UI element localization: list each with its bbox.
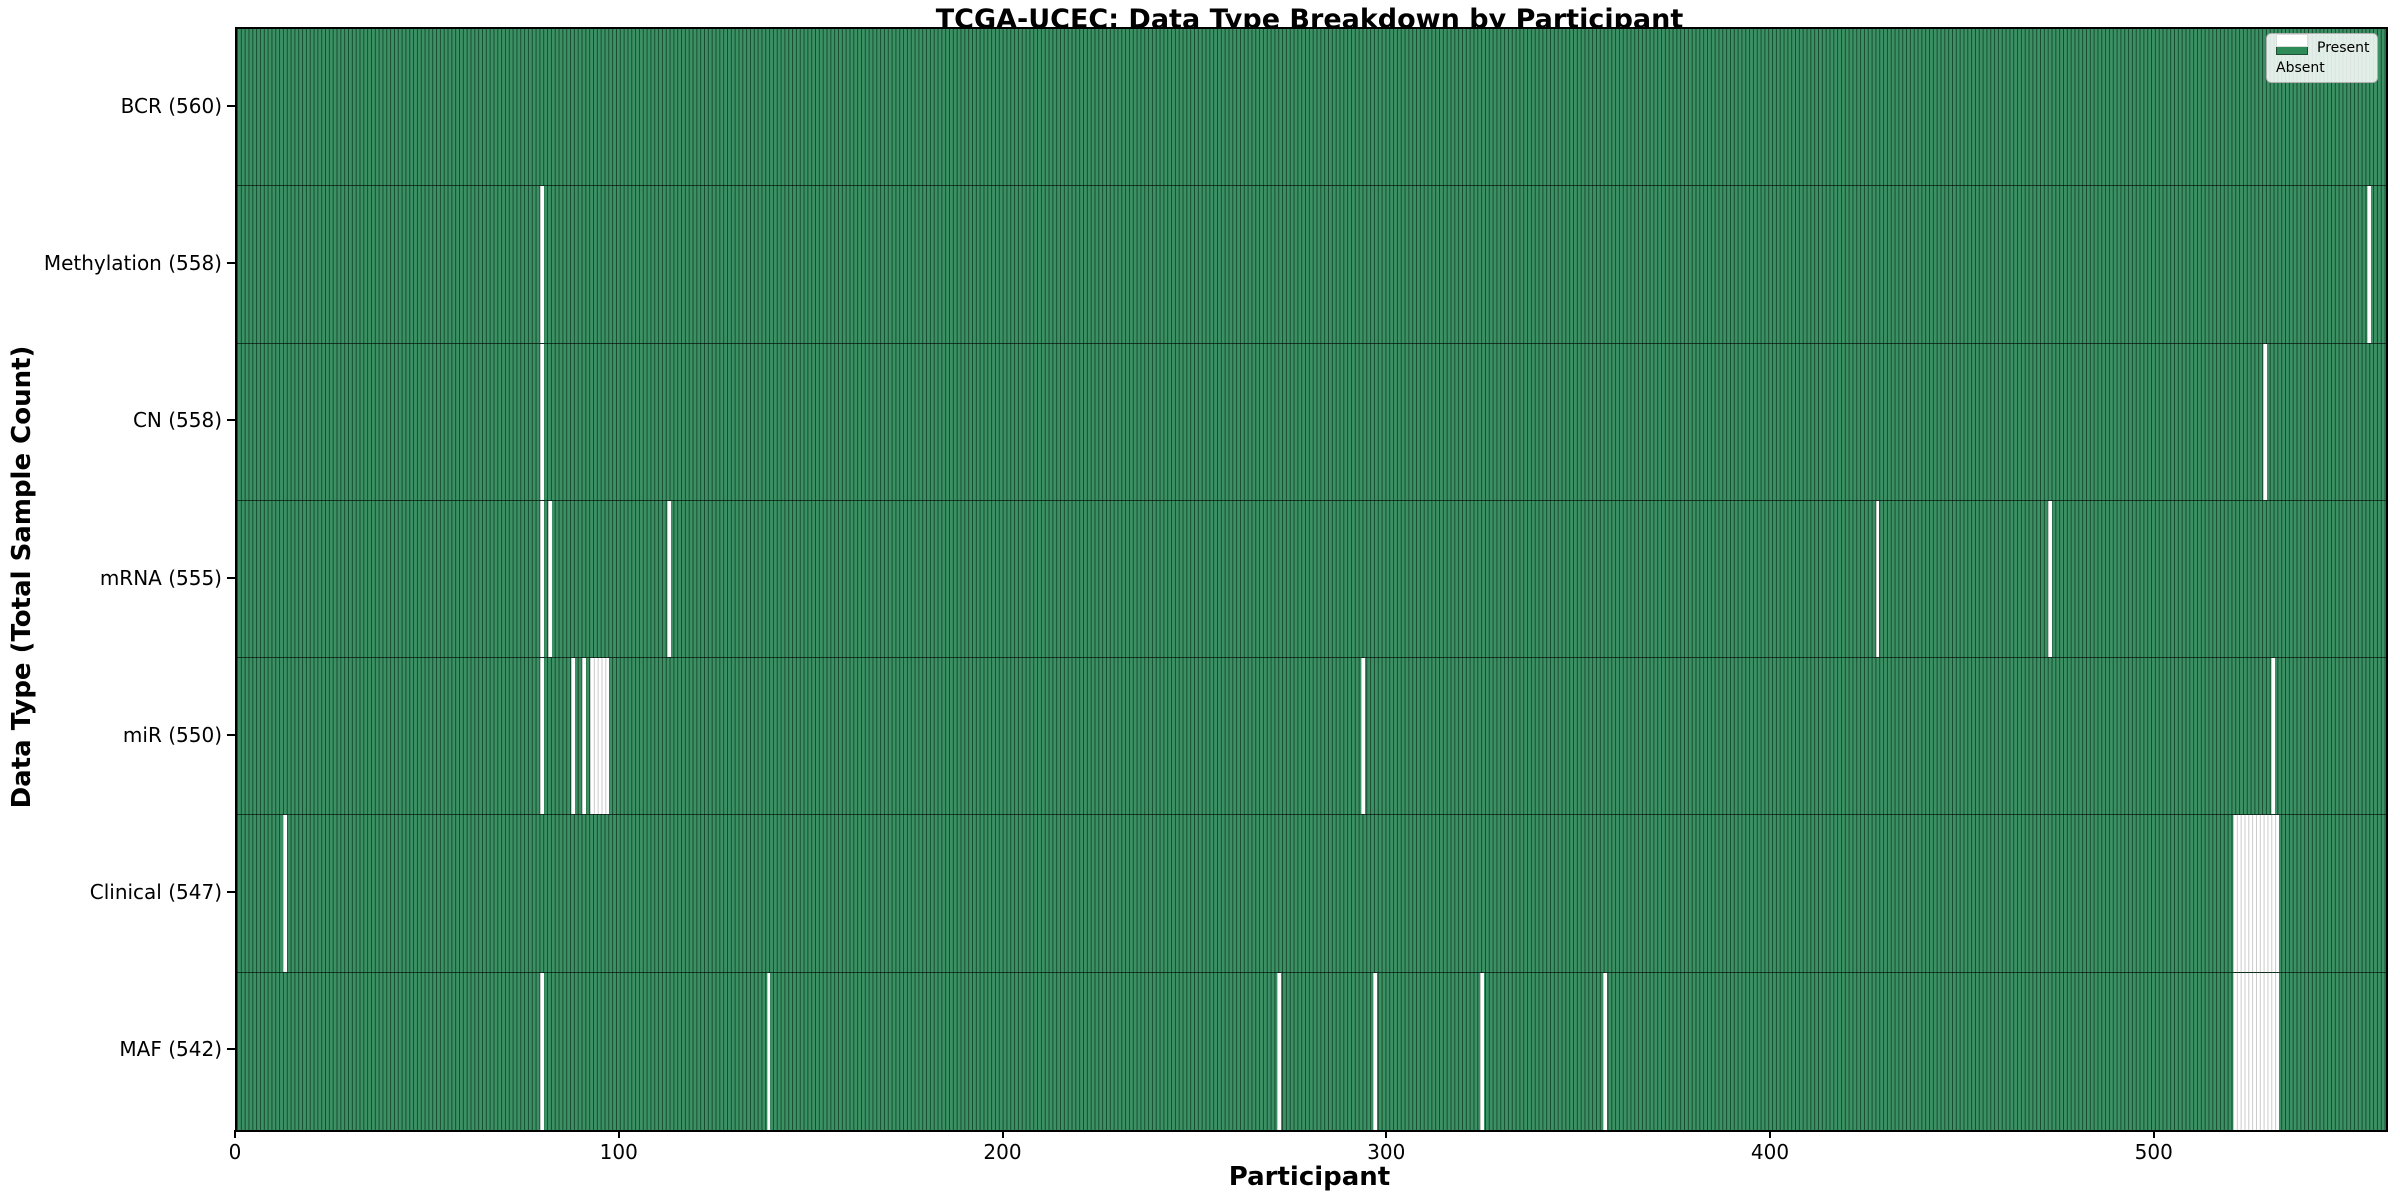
absent-swatch-icon [2276, 34, 2308, 47]
absent-stripe-mrna [540, 500, 544, 658]
y-tick-mark [227, 1048, 235, 1051]
y-tick-mark [227, 733, 235, 736]
x-tick-label: 500 [2134, 1140, 2173, 1164]
absent-stripe-mrna [2048, 500, 2053, 658]
x-tick-label: 300 [1367, 1140, 1406, 1164]
x-tick-mark [1385, 1130, 1388, 1138]
x-tick-label: 0 [228, 1140, 242, 1164]
row-maf [237, 972, 2386, 1130]
y-tick-mark [227, 419, 235, 422]
absent-stripe-maf [2232, 972, 2279, 1130]
y-tick-label: MAF (542) [119, 1037, 222, 1062]
absent-stripe-maf [1480, 972, 1485, 1130]
y-tick-mark [227, 104, 235, 107]
absent-stripe-mir [540, 658, 544, 815]
x-tick-mark [2152, 1130, 2155, 1138]
x-tick-mark [234, 1130, 236, 1138]
y-tick-label: Clinical (547) [89, 880, 222, 905]
row-bcr [237, 29, 2386, 187]
absent-stripe-maf [540, 972, 544, 1130]
absent-stripe-clinical [283, 815, 287, 972]
row-cn [237, 343, 2386, 501]
plot-area [235, 27, 2388, 1132]
x-tick-label: 100 [599, 1140, 638, 1164]
x-tick-label: 400 [1750, 1140, 1790, 1164]
absent-stripe-mir [2270, 658, 2275, 815]
absent-stripe-maf [1603, 972, 1607, 1130]
absent-stripe-maf [766, 972, 771, 1130]
absent-stripe-maf [1372, 972, 1377, 1130]
absent-stripe-mir [582, 658, 587, 815]
x-tick-mark [617, 1130, 620, 1138]
x-tick-label: 200 [983, 1140, 1022, 1164]
absent-stripe-methylation [2366, 186, 2371, 343]
absent-stripe-mrna [666, 500, 671, 658]
absent-stripe-mir [1361, 658, 1366, 815]
y-tick-label: CN (558) [132, 408, 222, 433]
absent-stripe-mir [570, 658, 575, 815]
absent-stripe-mrna [1875, 500, 1880, 658]
y-tick-label: miR (550) [122, 722, 222, 747]
legend-label-present: Present [2317, 40, 2370, 56]
absent-stripe-clinical [2232, 815, 2279, 972]
row-mir [237, 658, 2386, 816]
y-tick-mark [227, 576, 235, 579]
x-axis-label: Participant [1228, 1162, 1391, 1192]
absent-stripe-cn [2263, 343, 2268, 500]
y-tick-label: Methylation (558) [43, 250, 222, 275]
legend-entry-absent: Absent [2276, 34, 2368, 76]
x-tick-mark [1001, 1130, 1004, 1138]
legend-label-absent: Absent [2276, 60, 2325, 76]
absent-stripe-mir [590, 658, 610, 815]
x-tick-mark [1769, 1130, 1771, 1138]
row-clinical [237, 815, 2386, 973]
legend: Present Absent [2266, 33, 2378, 83]
absent-stripe-mrna [547, 500, 552, 658]
absent-stripe-cn [540, 343, 544, 500]
y-tick-label: mRNA (555) [99, 565, 222, 590]
y-tick-label: BCR (560) [120, 93, 222, 118]
absent-stripe-maf [1276, 972, 1281, 1130]
y-tick-mark [227, 261, 235, 264]
row-methylation [237, 186, 2386, 344]
y-tick-mark [227, 891, 235, 894]
row-mrna [237, 500, 2386, 659]
absent-stripe-methylation [540, 186, 544, 343]
